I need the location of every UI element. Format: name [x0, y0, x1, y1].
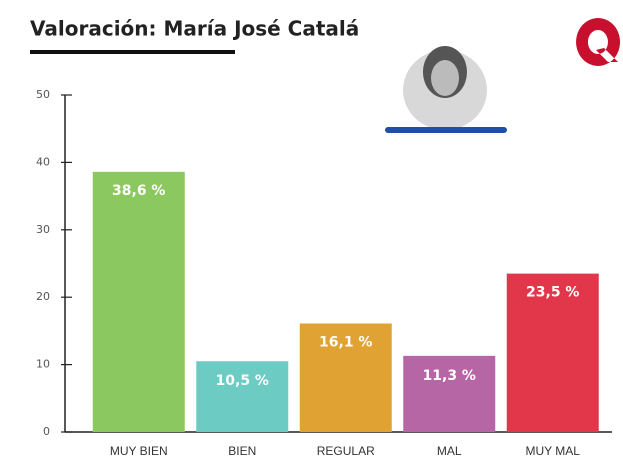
- x-tick-label: MAL: [437, 444, 462, 458]
- x-tick-label: BIEN: [228, 444, 256, 458]
- bar: [196, 361, 288, 432]
- y-tick-label: 0: [43, 425, 50, 438]
- x-tick-label: REGULAR: [317, 444, 375, 458]
- y-tick-label: 40: [36, 155, 50, 168]
- value-label: 23,5 %: [526, 285, 579, 301]
- chart: Valoración: María José Catalá 0 10 20 30 40 5…: [0, 0, 623, 462]
- y-tick-label: 50: [36, 88, 50, 101]
- title-underline: [30, 50, 235, 54]
- portrait: [385, 46, 507, 133]
- x-tick-label: MUY BIEN: [110, 444, 168, 458]
- value-label: 38,6 %: [112, 183, 165, 199]
- bar: [93, 172, 185, 432]
- y-tick-label: 20: [36, 290, 50, 303]
- logo: [576, 18, 620, 66]
- chart-title: Valoración: María José Catalá: [30, 17, 359, 41]
- y-tick-label: 30: [36, 223, 50, 236]
- portrait-face: [431, 60, 459, 96]
- x-tick-label: MUY MAL: [526, 444, 581, 458]
- y-tick-label: 10: [36, 358, 50, 371]
- value-label: 10,5 %: [216, 373, 269, 389]
- portrait-bar: [385, 127, 507, 133]
- value-label: 16,1 %: [319, 334, 372, 350]
- value-label: 11,3 %: [423, 368, 476, 384]
